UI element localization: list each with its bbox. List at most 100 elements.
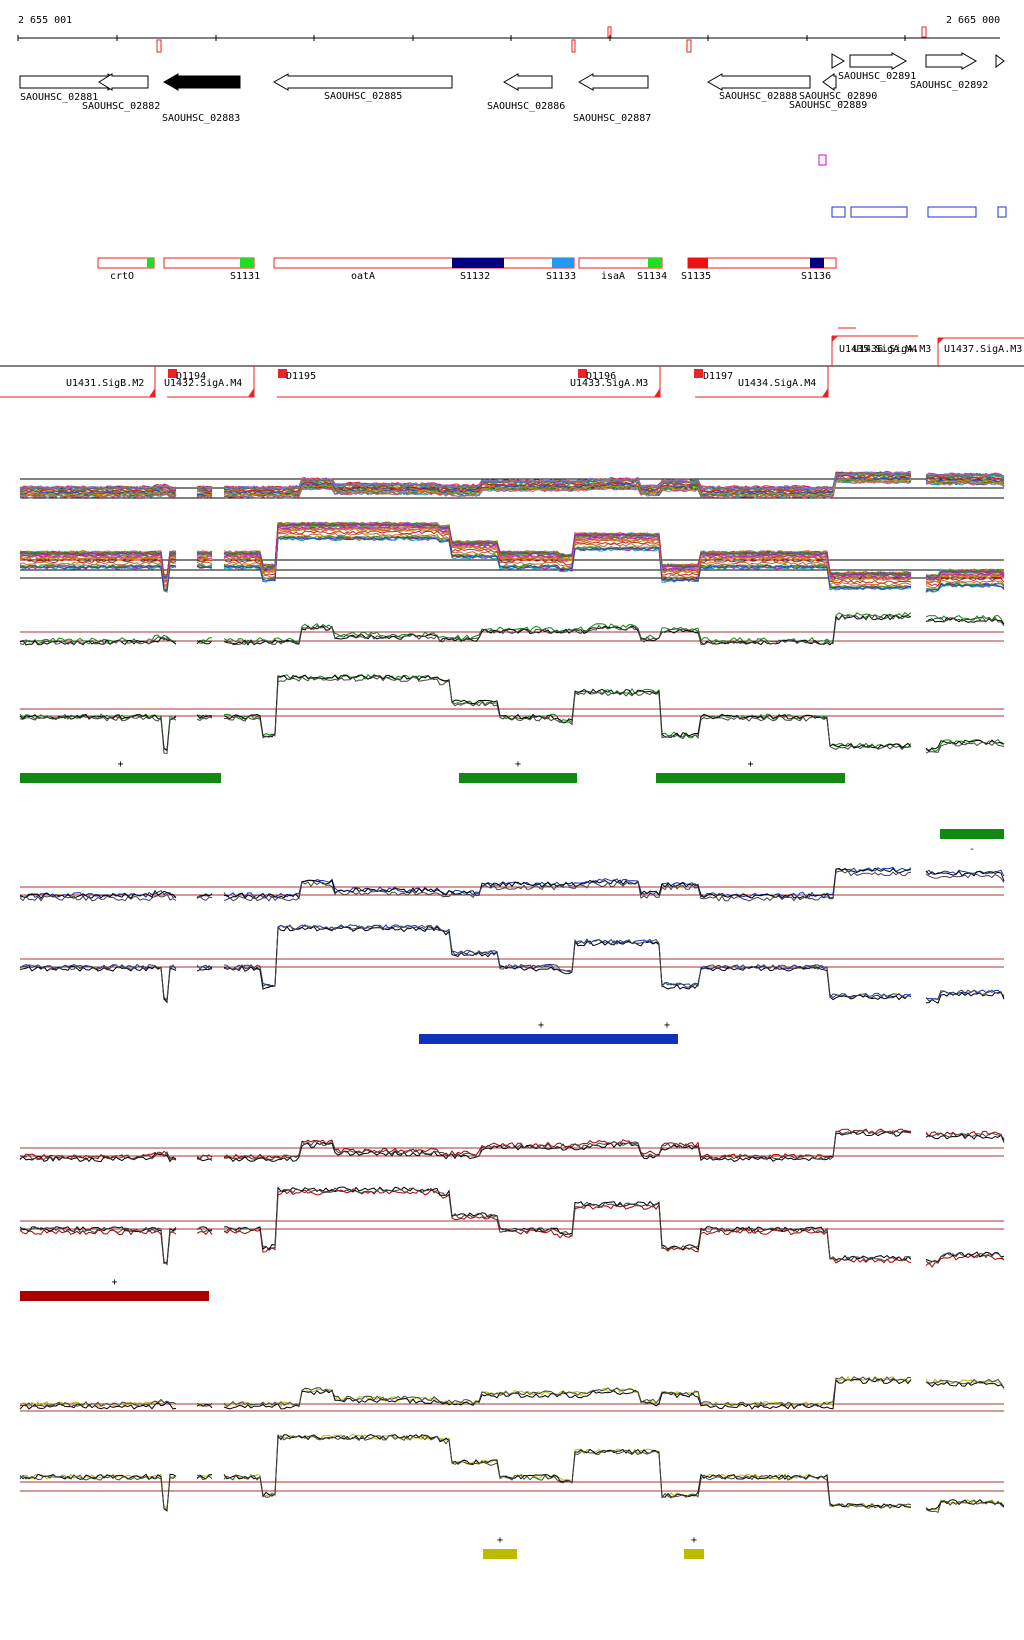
condition-trace-top bbox=[19, 480, 1005, 499]
tu-U1431[interactable]: U1431.SigB.M2 bbox=[66, 378, 144, 389]
gene-label: SAOUHSC_02887 bbox=[573, 113, 651, 124]
gene-SAOUHSC_02885[interactable]: SAOUHSC_02885 bbox=[272, 73, 453, 102]
expression-trace-top bbox=[19, 870, 1005, 902]
condition-trace-top bbox=[19, 471, 1005, 490]
expression-trace-bottom bbox=[19, 1189, 1005, 1268]
condition-trace-bottom bbox=[19, 530, 1005, 587]
gene-label: SAOUHSC_02885 bbox=[324, 91, 402, 102]
segment-S1135[interactable]: S1135 bbox=[681, 257, 837, 282]
significance-bar[interactable] bbox=[20, 773, 221, 783]
segment-label-S1132: S1132 bbox=[460, 271, 490, 282]
gene-label: SAOUHSC_02886 bbox=[487, 101, 565, 112]
ruler-start-label: 2 655 001 bbox=[18, 15, 72, 26]
expression-trace-bottom bbox=[19, 925, 1005, 1004]
condition-trace-top bbox=[19, 478, 1005, 498]
expression-trace-bottom bbox=[19, 1434, 1005, 1513]
gene-label: SAOUHSC_02890 bbox=[799, 91, 877, 102]
condition-trace-top bbox=[19, 474, 1005, 493]
expression-trace-top bbox=[19, 1376, 1005, 1408]
significance-sign: + bbox=[118, 759, 124, 770]
gene-SAOUHSC_02890[interactable]: SAOUHSC_02890 bbox=[799, 53, 877, 102]
downshift-D1195: D1195 bbox=[286, 371, 316, 382]
significance-bar[interactable] bbox=[656, 773, 845, 783]
gene-label: SAOUHSC_02881 bbox=[20, 92, 98, 103]
tu-U1433[interactable]: U1433.SigA.M3 bbox=[570, 378, 648, 389]
significance-bar[interactable] bbox=[940, 829, 1004, 839]
significance-sign: + bbox=[112, 1277, 118, 1288]
condition-trace-bottom bbox=[19, 522, 1005, 579]
significance-sign: + bbox=[748, 759, 754, 770]
tu-U1434[interactable]: U1434.SigA.M4 bbox=[738, 378, 816, 389]
expression-panels: + + +-+ +++ + bbox=[19, 470, 1005, 1559]
segment-crtO[interactable]: crtO bbox=[97, 257, 155, 282]
expression-trace-top bbox=[20, 866, 1005, 899]
significance-bar[interactable] bbox=[419, 1034, 678, 1044]
gene-label: SAOUHSC_02882 bbox=[82, 101, 160, 112]
downshift-D1194: D1194 bbox=[176, 371, 206, 382]
expression-trace-top bbox=[19, 1129, 1005, 1161]
panel-blue: + + bbox=[19, 866, 1005, 1044]
tu-U1436[interactable]: U1436.SigA.M3 bbox=[853, 344, 931, 355]
significance-sign: + bbox=[538, 1020, 544, 1031]
gene-SAOUHSC_02883[interactable]: SAOUHSC_02883 bbox=[162, 73, 241, 124]
significance-sign: - bbox=[969, 844, 975, 855]
expression-trace-bottom bbox=[19, 924, 1005, 1002]
expression-trace-top bbox=[19, 612, 1005, 644]
segment-label-S1134: S1134 bbox=[637, 271, 667, 282]
expression-trace-top bbox=[19, 1130, 1005, 1163]
condition-trace-bottom bbox=[19, 535, 1005, 592]
transcription-unit-track: U1435.SigA.M4 U1436.SigA.M3 U1437.SigA.M… bbox=[0, 327, 1024, 398]
significance-sign: + bbox=[497, 1535, 503, 1546]
gene-label: SAOUHSC_02892 bbox=[910, 80, 988, 91]
condition-trace-bottom bbox=[19, 528, 1005, 584]
segment-S1131[interactable]: S1131 bbox=[163, 257, 260, 282]
gene-SAOUHSC_02889[interactable]: SAOUHSC_02889 bbox=[789, 73, 867, 111]
significance-sign: + bbox=[691, 1535, 697, 1546]
segment-track: crtO S1131 oatA S1132 S1133 isaA S1134 S… bbox=[97, 257, 837, 282]
downshift-D1196: D1196 bbox=[586, 371, 616, 382]
condition-trace-bottom bbox=[19, 534, 1005, 591]
gene-SAOUHSC_02887[interactable]: SAOUHSC_02887 bbox=[573, 73, 651, 124]
panel-all-conditions bbox=[19, 470, 1005, 593]
panel-green: + + + - bbox=[19, 612, 1005, 855]
expression-trace-bottom bbox=[19, 675, 1005, 754]
tu-U1437[interactable]: U1437.SigA.M3 bbox=[944, 344, 1022, 355]
expression-trace-bottom bbox=[19, 674, 1005, 753]
svg-text:S1131: S1131 bbox=[230, 271, 260, 282]
expression-trace-top bbox=[19, 613, 1005, 646]
svg-text:crtO: crtO bbox=[110, 271, 134, 282]
segment-label-S1136: S1136 bbox=[801, 271, 831, 282]
gene-SAOUHSC_02888[interactable]: SAOUHSC_02888 bbox=[706, 73, 811, 102]
tu-U1435[interactable]: U1435.SigA.M4 bbox=[839, 344, 917, 355]
significance-bar[interactable] bbox=[684, 1549, 704, 1559]
expression-trace-bottom bbox=[19, 674, 1005, 753]
gene-label: SAOUHSC_02883 bbox=[162, 113, 240, 124]
gene-track: SAOUHSC_02881 SAOUHSC_02882 SAOUHSC_0288… bbox=[19, 52, 1005, 124]
segment-oatA[interactable]: oatA bbox=[273, 257, 575, 282]
gene-SAOUHSC_02886[interactable]: SAOUHSC_02886 bbox=[487, 73, 565, 112]
expression-trace-bottom bbox=[19, 1186, 1005, 1265]
expression-trace-top bbox=[19, 1378, 1005, 1410]
significance-sign: + bbox=[515, 759, 521, 770]
significance-bar[interactable] bbox=[20, 1291, 209, 1301]
svg-text:isaA: isaA bbox=[601, 271, 625, 282]
significance-bar[interactable] bbox=[459, 773, 577, 783]
gene-label: SAOUHSC_02891 bbox=[838, 71, 916, 82]
condition-trace-bottom bbox=[19, 521, 1005, 577]
expression-trace-bottom bbox=[19, 1433, 1005, 1511]
downshift-D1197: D1197 bbox=[703, 371, 733, 382]
gene-SAOUHSC_02892[interactable]: SAOUHSC_02892 bbox=[910, 52, 1005, 91]
condition-trace-top bbox=[19, 471, 1005, 491]
coordinate-ruler: 2 655 001 2 665 000 bbox=[17, 15, 1000, 53]
significance-bar[interactable] bbox=[483, 1549, 517, 1559]
condition-trace-bottom bbox=[19, 536, 1005, 592]
gene-SAOUHSC_02891[interactable]: SAOUHSC_02891 bbox=[838, 52, 916, 82]
gene-SAOUHSC_02882[interactable]: SAOUHSC_02882 bbox=[82, 73, 160, 112]
significance-sign: + bbox=[664, 1020, 670, 1031]
tu-U1432[interactable]: U1432.SigA.M4 bbox=[164, 378, 242, 389]
condition-trace-bottom bbox=[19, 522, 1005, 580]
expression-trace-bottom bbox=[19, 1434, 1005, 1512]
segment-isaA[interactable]: isaA bbox=[578, 257, 663, 282]
panel-yellow: + + bbox=[19, 1375, 1005, 1559]
